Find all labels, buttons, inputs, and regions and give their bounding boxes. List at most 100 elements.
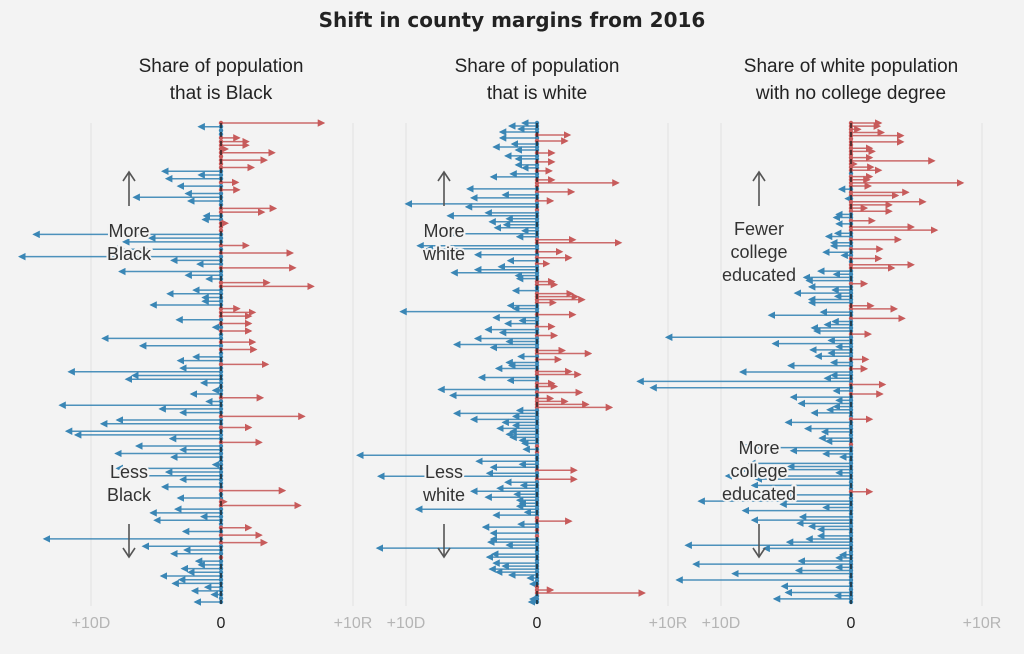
county-dot [848,174,854,179]
x-tick-label: +10R [649,615,688,632]
county-dot [218,525,224,530]
county-dot [218,135,224,141]
county-dot [848,297,854,302]
county-dot [218,584,224,590]
county-dot [848,489,854,494]
county-dot [218,343,224,348]
county-dot [848,596,854,602]
county-dot [218,254,224,259]
county-dot [848,543,854,548]
county-dot [848,171,854,176]
county-dot [848,353,854,359]
county-dot [848,442,854,447]
annotation-bottom-line: Less [425,462,463,482]
down-arrow-icon [752,524,766,559]
down-arrow-icon [122,524,136,559]
county-dot [218,172,224,178]
county-dot [848,262,854,268]
county-dot [848,558,854,564]
panel-title-line: that is Black [170,83,273,104]
county-dot [218,521,224,527]
county-dot [218,261,224,267]
county-dot [218,317,224,322]
county-dot [848,432,854,438]
county-dot [848,480,854,485]
county-dot [848,180,854,186]
annotation-bottom-line: white [422,485,465,505]
x-tick-label: +10D [72,615,111,632]
county-dot [848,552,854,557]
county-dot [848,451,854,457]
up-arrow-icon [437,170,451,206]
county-dot [848,398,854,403]
county-dot [848,136,854,141]
county-dot [218,570,224,575]
county-dot [218,432,224,438]
county-dot [218,577,224,582]
county-dot [848,218,854,223]
county-dot [218,336,224,341]
x-tick-label: +10R [963,615,1002,632]
county-dot [848,407,854,412]
county-dot [848,281,854,286]
county-dot [848,190,854,195]
x-tick-label: +10R [334,615,373,632]
annotation-bottom-line: More [738,438,779,458]
county-dot [848,587,854,592]
panel-title-line: Share of population [139,56,304,77]
county-dot [848,360,854,365]
panel-3: Share of white population with no college… [636,56,1002,632]
county-dot [218,228,224,233]
chart-title: Shift in county margins from 2016 [318,8,706,32]
county-dot [848,470,854,475]
county-dot [218,351,224,356]
county-dot [218,128,224,133]
county-dot [848,306,854,312]
x-tick-label: +10D [702,615,741,632]
county-dot [218,235,224,241]
down-arrow-icon [437,524,451,559]
county-dot [218,406,224,412]
county-dot [848,209,854,214]
county-dot [848,127,854,132]
annotation-bottom-line: Less [110,462,148,482]
up-arrow-icon [752,170,766,206]
annotation-top-line: More [423,221,464,241]
county-dot [848,227,854,233]
annotation-top-line: educated [722,265,796,285]
county-dot [218,469,224,475]
county-dot [848,243,854,249]
county-dot [848,461,854,466]
county-dot [218,291,224,297]
county-dot [848,524,854,529]
county-dot [848,486,854,491]
county-dot [218,488,224,493]
county-dot [848,379,854,384]
county-dot [218,558,224,564]
arrow-series [18,119,326,606]
county-dot [848,369,854,375]
county-dot [848,344,854,349]
county-dot [848,287,854,293]
x-tick-label: +10D [387,615,426,632]
up-arrow-icon [122,170,136,206]
county-dot [848,539,854,545]
county-dot [848,199,854,204]
county-dot [218,588,224,594]
county-dot [218,243,224,248]
county-dot [848,300,854,305]
county-dot [848,237,854,242]
county-dot [848,234,854,239]
county-dot [218,299,224,304]
county-dot [848,505,854,510]
county-dot [848,325,854,331]
county-dot [848,272,854,277]
county-dot [218,596,224,601]
annotation-top-line: More [108,221,149,241]
panel-1: Share of population that is Black +10D 0 +10… [18,56,373,632]
county-dot [218,280,224,285]
county-dot [218,198,224,204]
county-dot [218,540,224,545]
